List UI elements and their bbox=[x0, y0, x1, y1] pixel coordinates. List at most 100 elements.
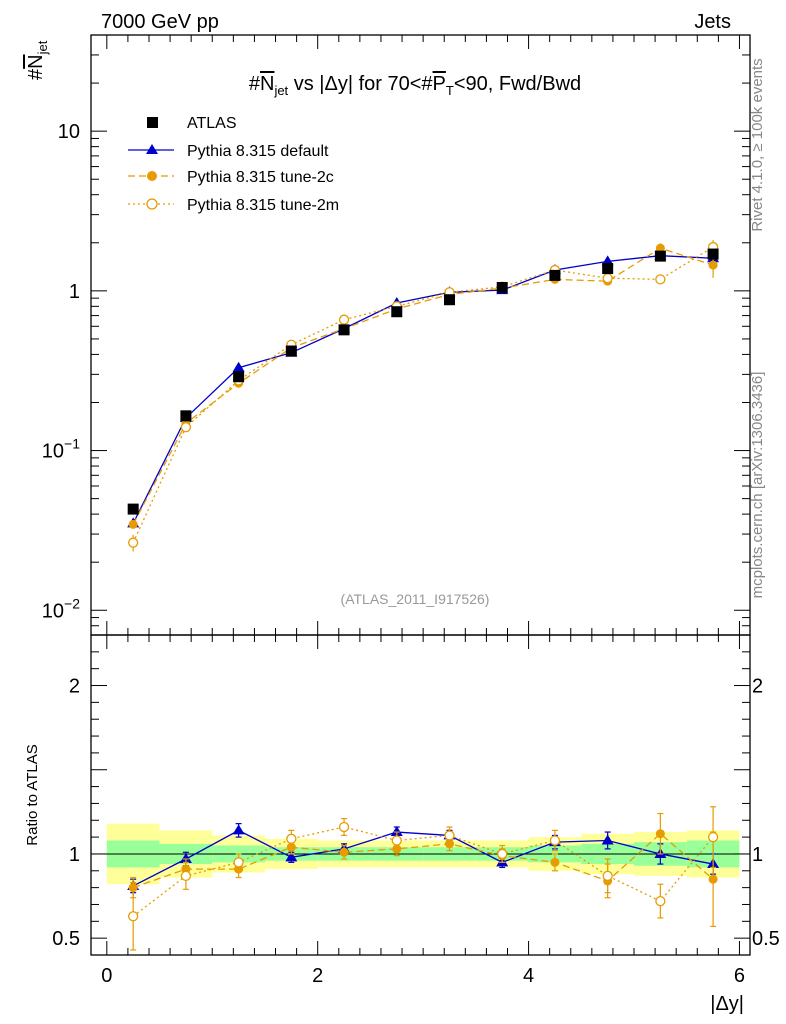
y-tick-base: 10 bbox=[42, 600, 64, 622]
series-point-ratio bbox=[497, 848, 508, 860]
legend-marker-atlas bbox=[147, 117, 158, 128]
series-point-ratio bbox=[338, 821, 350, 833]
series-point-main bbox=[708, 260, 718, 270]
series-point-main bbox=[601, 255, 614, 266]
x-tick-label: 4 bbox=[523, 965, 534, 987]
ratio-frame bbox=[90, 634, 751, 956]
header-energy: 7000 GeV pp bbox=[101, 11, 219, 33]
series-point-ratio bbox=[128, 911, 139, 922]
series-point-ratio bbox=[550, 857, 560, 867]
legend: ATLAS Pythia 8.315 default Pythia 8.315 … bbox=[128, 115, 339, 214]
series-point-main bbox=[128, 537, 139, 548]
title-end: <90, Fwd/Bwd bbox=[454, 73, 581, 95]
atlas-point bbox=[285, 345, 297, 357]
series-point-ratio bbox=[601, 834, 614, 845]
series-point-ratio bbox=[232, 824, 245, 835]
series-point-ratio bbox=[602, 870, 613, 881]
atlas-point bbox=[338, 324, 350, 336]
title-hash: # bbox=[249, 73, 261, 95]
series-point-ratio bbox=[339, 847, 349, 857]
series-point-ratio bbox=[180, 870, 192, 881]
series-0 bbox=[127, 249, 720, 894]
analysis-watermark: (ATLAS_2011_I917526) bbox=[341, 591, 490, 607]
y-tick-base: 10 bbox=[42, 441, 64, 463]
title-n: N bbox=[260, 73, 274, 95]
series-line-main bbox=[132, 247, 714, 525]
title-p: P bbox=[433, 73, 446, 95]
series-point-ratio bbox=[391, 835, 402, 846]
y-tick-label-ratio: 2 bbox=[69, 676, 80, 698]
series-line-ratio bbox=[132, 829, 714, 887]
series-point-ratio bbox=[655, 895, 666, 907]
atlas-point bbox=[496, 281, 508, 293]
series-point-ratio bbox=[707, 831, 719, 843]
y-tick-label-main: 10−2 bbox=[42, 595, 80, 622]
axes-ticks bbox=[91, 34, 750, 956]
series-point-ratio bbox=[179, 853, 192, 863]
series-point-main bbox=[655, 243, 665, 253]
y-tick-base: 1 bbox=[69, 281, 80, 303]
series-point-main bbox=[602, 273, 613, 284]
legend-label-atlas: ATLAS bbox=[187, 115, 237, 132]
atlas-point bbox=[127, 503, 139, 515]
y-tick-label-ratio: 0.5 bbox=[52, 928, 80, 950]
y-tick-base: 10 bbox=[58, 121, 80, 143]
series-line-ratio bbox=[132, 832, 714, 889]
series-point-ratio bbox=[708, 874, 718, 884]
y-tick-label-ratio: 1 bbox=[69, 844, 80, 866]
atlas-point bbox=[443, 294, 455, 306]
legend-label-tune2m: Pythia 8.315 tune-2m bbox=[187, 197, 339, 214]
atlas-point bbox=[602, 263, 614, 275]
y-tick-label-main: 1 bbox=[69, 281, 80, 303]
ylabel-hash: # bbox=[25, 68, 47, 80]
x-tick-label: 6 bbox=[734, 965, 745, 987]
series-line-main bbox=[132, 246, 714, 543]
series-point-main bbox=[128, 519, 138, 529]
chart-title: #Njet vs |Δy| for 70<#PT<90, Fwd/Bwd bbox=[249, 73, 581, 98]
rivet-label: Rivet 4.1.0, ≥ 100k events bbox=[749, 58, 766, 231]
atlas-data bbox=[127, 248, 719, 515]
atlas-point bbox=[233, 371, 245, 383]
atlas-point bbox=[391, 306, 403, 318]
series-point-ratio bbox=[444, 830, 455, 841]
title-mid: vs |Δy| for 70<# bbox=[288, 73, 433, 95]
atlas-point bbox=[654, 250, 666, 262]
ylabel-sub: jet bbox=[35, 40, 50, 55]
atlas-point bbox=[180, 410, 192, 422]
legend-marker-tune2c bbox=[147, 171, 157, 181]
y-tick-exponent: −2 bbox=[64, 595, 80, 611]
legend-label-tune2c: Pythia 8.315 tune-2c bbox=[187, 169, 334, 186]
series-point-ratio bbox=[233, 857, 244, 868]
x-tick-label: 0 bbox=[101, 965, 112, 987]
ratio-y-label: Ratio to ATLAS bbox=[24, 744, 41, 845]
series-point-main bbox=[180, 422, 192, 433]
header-category: Jets bbox=[694, 11, 731, 33]
legend-marker-tune2m bbox=[146, 198, 158, 210]
series-point-main bbox=[232, 361, 245, 372]
series-point-main bbox=[338, 314, 350, 325]
series-point-ratio bbox=[549, 835, 561, 846]
legend-marker-default bbox=[146, 144, 158, 154]
atlas-point bbox=[549, 269, 561, 281]
series-line-main bbox=[132, 255, 714, 524]
mcplots-label: mcplots.cern.ch [arXiv:1306.3436] bbox=[749, 372, 766, 599]
series-point-main bbox=[655, 274, 666, 285]
series-point-ratio bbox=[285, 851, 298, 862]
series-point-ratio bbox=[390, 826, 403, 837]
ylabel-n: N bbox=[25, 54, 47, 68]
series-point-ratio bbox=[655, 829, 665, 839]
y-tick-label-main: 10−1 bbox=[42, 436, 80, 463]
y-tick-label-ratio-right: 0.5 bbox=[752, 928, 780, 950]
series-line-ratio bbox=[132, 826, 714, 917]
y-tick-exponent: −1 bbox=[64, 436, 80, 452]
y-tick-label-main: 10 bbox=[58, 121, 80, 143]
atlas-point bbox=[707, 248, 719, 260]
main-y-label: #Njet bbox=[25, 40, 50, 80]
series-point-ratio bbox=[286, 833, 297, 844]
title-n-sub: jet bbox=[273, 83, 288, 98]
series-1 bbox=[128, 243, 718, 927]
y-tick-label-ratio-right: 2 bbox=[752, 676, 763, 698]
x-axis-label: |Δy| bbox=[710, 993, 744, 1015]
legend-label-default: Pythia 8.315 default bbox=[187, 143, 329, 160]
